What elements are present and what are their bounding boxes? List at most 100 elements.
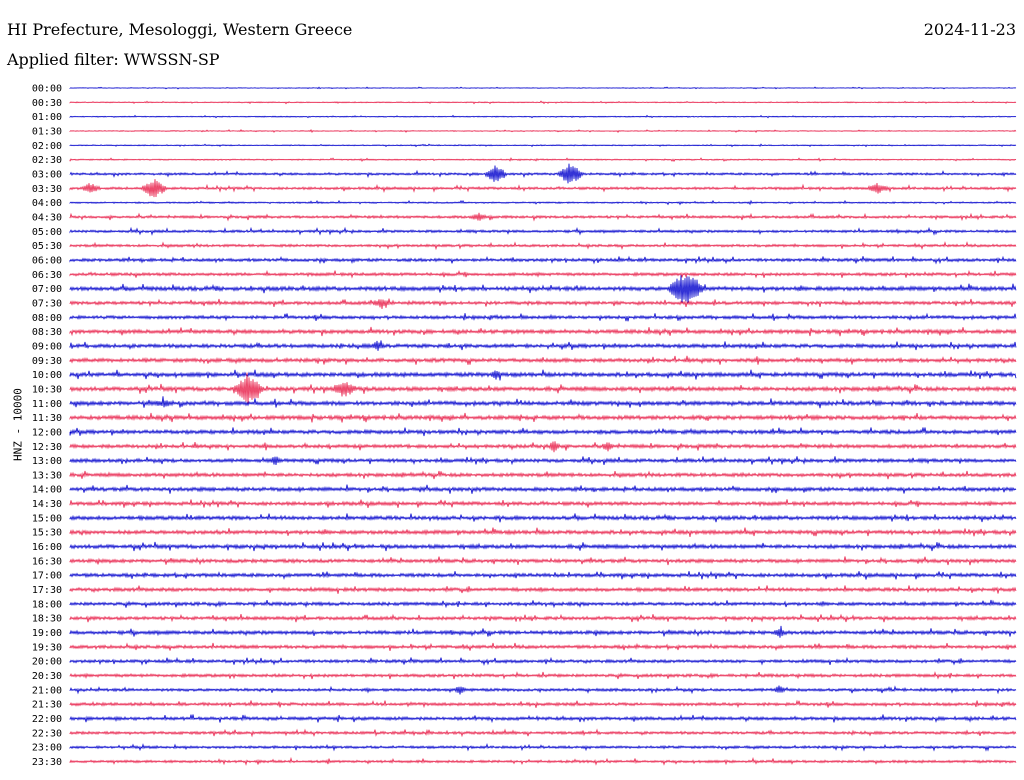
date-label: 2024-11-23	[923, 20, 1016, 39]
trace-row-1530	[69, 527, 1017, 537]
trace-row-0330	[69, 179, 1017, 198]
trace-row-1400	[69, 484, 1017, 494]
trace-row-0500	[69, 226, 1017, 236]
time-tick-label: 00:00	[32, 84, 62, 95]
time-tick-label: 00:30	[32, 98, 62, 109]
trace-row-1230	[69, 441, 1017, 453]
time-tick-label: 10:00	[32, 370, 62, 381]
time-tick-label: 12:30	[32, 442, 62, 453]
time-tick-label: 03:00	[32, 169, 62, 180]
time-tick-label: 06:00	[32, 255, 62, 266]
trace-row-0530	[69, 241, 1017, 251]
time-tick-label: 03:30	[32, 184, 62, 195]
trace-row-0730	[69, 298, 1017, 310]
trace-row-2130	[69, 699, 1017, 709]
trace-row-1000	[69, 369, 1017, 381]
trace-row-1500	[69, 513, 1017, 523]
time-tick-label: 08:30	[32, 327, 62, 338]
time-tick-label: 20:00	[32, 657, 62, 668]
time-tick-label: 13:00	[32, 456, 62, 467]
time-tick-label: 08:00	[32, 313, 62, 324]
trace-row-0030	[69, 100, 1017, 105]
trace-row-2000	[69, 656, 1017, 666]
trace-row-1030	[69, 372, 1017, 405]
trace-row-0600	[69, 255, 1017, 265]
trace-row-1330	[69, 470, 1017, 480]
time-tick-label: 21:30	[32, 700, 62, 711]
trace-row-0230	[69, 157, 1017, 163]
trace-row-1730	[69, 585, 1017, 594]
time-tick-label: 17:00	[32, 571, 62, 582]
trace-row-1830	[69, 613, 1017, 623]
trace-row-1700	[69, 570, 1017, 580]
trace-row-0630	[69, 269, 1017, 279]
trace-row-0300	[69, 163, 1017, 184]
time-tick-label: 23:00	[32, 743, 62, 754]
trace-row-1600	[69, 541, 1017, 552]
time-tick-label: 11:30	[32, 413, 62, 424]
trace-row-0400	[69, 199, 1017, 206]
station-title: HI Prefecture, Mesologgi, Western Greece	[7, 20, 353, 39]
time-tick-label: 01:00	[32, 112, 62, 123]
trace-row-0100	[69, 114, 1017, 119]
time-tick-label: 06:30	[32, 270, 62, 281]
time-tick-label: 14:30	[32, 499, 62, 510]
trace-row-0930	[69, 355, 1017, 365]
time-tick-label: 22:00	[32, 714, 62, 725]
trace-row-1300	[69, 456, 1017, 466]
time-tick-label: 09:00	[32, 341, 62, 352]
time-tick-label: 07:00	[32, 284, 62, 295]
time-tick-label: 02:30	[32, 155, 62, 166]
time-tick-label: 07:30	[32, 298, 62, 309]
time-tick-label: 22:30	[32, 728, 62, 739]
time-tick-label: 16:00	[32, 542, 62, 553]
trace-row-2230	[69, 728, 1017, 738]
trace-row-2200	[69, 714, 1017, 724]
time-tick-label: 12:00	[32, 427, 62, 438]
time-tick-label: 15:00	[32, 513, 62, 524]
trace-row-0000	[69, 86, 1017, 90]
time-tick-label: 01:30	[32, 126, 62, 137]
trace-row-1100	[69, 396, 1017, 409]
time-tick-label: 17:30	[32, 585, 62, 596]
time-tick-label: 10:30	[32, 384, 62, 395]
time-tick-label: 20:30	[32, 671, 62, 682]
trace-row-1900	[69, 625, 1017, 638]
time-tick-label: 11:00	[32, 399, 62, 410]
trace-row-1930	[69, 642, 1017, 652]
time-tick-label: 05:30	[32, 241, 62, 252]
time-tick-label: 15:30	[32, 528, 62, 539]
trace-row-0130	[69, 129, 1017, 134]
time-tick-label: 23:30	[32, 757, 62, 768]
time-tick-label: 05:00	[32, 227, 62, 238]
time-tick-label: 16:30	[32, 556, 62, 567]
trace-row-0200	[69, 143, 1017, 148]
time-tick-label: 18:30	[32, 614, 62, 625]
trace-row-1430	[69, 499, 1017, 508]
trace-row-2330	[69, 756, 1017, 766]
time-tick-label: 13:30	[32, 470, 62, 481]
time-tick-label: 14:00	[32, 485, 62, 496]
time-tick-label: 21:00	[32, 685, 62, 696]
time-tick-label: 18:00	[32, 599, 62, 610]
trace-row-2300	[69, 742, 1017, 752]
trace-row-0430	[69, 212, 1017, 222]
trace-row-1630	[69, 556, 1017, 566]
time-tick-label: 19:30	[32, 642, 62, 653]
trace-row-0800	[69, 312, 1017, 322]
trace-row-0700	[69, 275, 1017, 305]
time-tick-label: 02:00	[32, 141, 62, 152]
time-tick-label: 04:30	[32, 212, 62, 223]
time-tick-label: 09:30	[32, 356, 62, 367]
trace-row-2100	[69, 685, 1017, 695]
filter-label: Applied filter: WWSSN-SP	[7, 50, 220, 69]
trace-row-2030	[69, 671, 1017, 680]
trace-row-1130	[69, 412, 1017, 423]
trace-row-0900	[69, 340, 1017, 351]
trace-row-0830	[69, 326, 1017, 337]
trace-row-1800	[69, 599, 1017, 609]
trace-row-1200	[69, 427, 1017, 437]
time-tick-label: 04:00	[32, 198, 62, 209]
time-tick-label: 19:00	[32, 628, 62, 639]
